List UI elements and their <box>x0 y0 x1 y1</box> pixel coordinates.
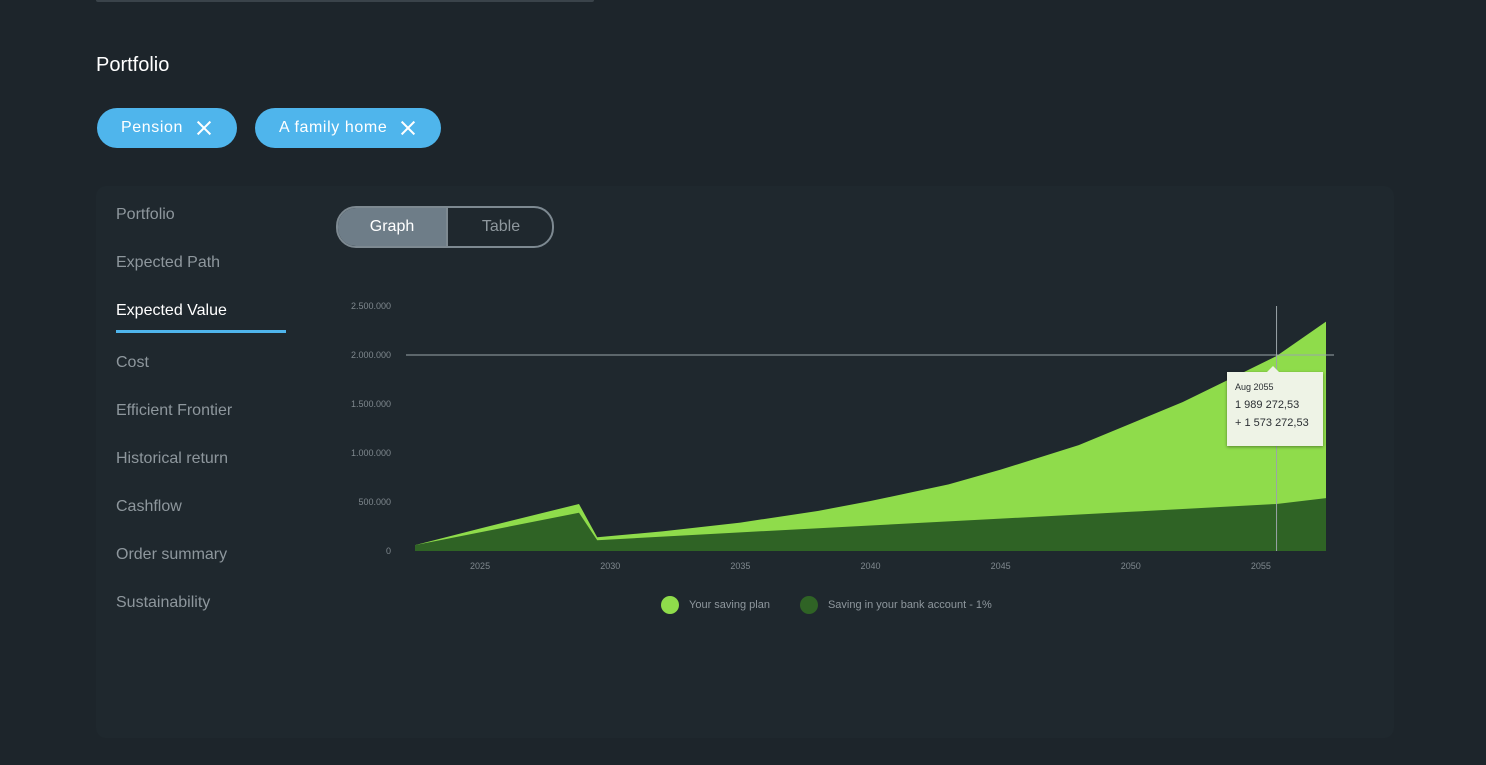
side-nav-item-expected-value[interactable]: Expected Value <box>116 302 316 354</box>
goal-chips: Pension A family home <box>97 108 442 148</box>
side-nav-item-expected-path[interactable]: Expected Path <box>116 254 221 271</box>
section-title: Portfolio <box>96 54 170 76</box>
side-nav-item-sustainability[interactable]: Sustainability <box>116 594 211 611</box>
view-toggle: Graph Table <box>336 206 554 248</box>
side-nav: Portfolio Expected Path Expected Value C… <box>116 206 316 642</box>
expected-value-chart[interactable]: 0 500.000 1.000.000 1.500.000 2.000.000 2.500… <box>96 186 1394 586</box>
side-nav-item-portfolio[interactable]: Portfolio <box>116 206 175 223</box>
x-tick-label: 2040 <box>860 561 880 571</box>
x-tick-label: 2045 <box>991 561 1011 571</box>
y-tick-label: 2.000.000 <box>351 350 391 360</box>
chart-tooltip: Aug 2055 1 989 272,53 + 1 573 272,53 <box>1227 366 1323 446</box>
table-toggle-button[interactable]: Table <box>446 208 552 246</box>
close-icon[interactable] <box>399 119 417 137</box>
legend-dot-icon <box>661 596 679 614</box>
chart-legend: Your saving plan Saving in your bank acc… <box>661 596 1022 614</box>
tooltip-gain: + 1 573 272,53 <box>1235 417 1309 429</box>
y-tick-label: 2.500.000 <box>351 301 391 311</box>
legend-item-bank-account[interactable]: Saving in your bank account - 1% <box>799 596 992 614</box>
legend-label: Your saving plan <box>689 599 770 611</box>
graph-toggle-button[interactable]: Graph <box>338 208 446 246</box>
x-tick-label: 2050 <box>1121 561 1141 571</box>
tooltip-date: Aug 2055 <box>1235 382 1274 392</box>
x-tick-label: 2055 <box>1251 561 1271 571</box>
y-tick-label: 500.000 <box>358 497 391 507</box>
x-tick-label: 2035 <box>730 561 750 571</box>
legend-label: Saving in your bank account - 1% <box>827 599 992 611</box>
chip-label: Pension <box>121 119 184 136</box>
series-area-saving-plan <box>415 321 1326 551</box>
chip-pension[interactable]: Pension <box>97 108 238 148</box>
y-tick-label: 0 <box>386 546 391 556</box>
legend-item-saving-plan[interactable]: Your saving plan <box>661 596 770 614</box>
series-area-bank-account <box>415 498 1326 551</box>
y-tick-label: 1.500.000 <box>351 399 391 409</box>
side-nav-item-historical-return[interactable]: Historical return <box>116 450 229 467</box>
chip-family-home[interactable]: A family home <box>255 108 442 148</box>
side-nav-item-cost[interactable]: Cost <box>116 354 149 371</box>
tooltip-value: 1 989 272,53 <box>1235 399 1300 411</box>
x-axis: 2025 2030 2035 2040 2045 2050 2055 <box>470 561 1271 571</box>
side-nav-item-cashflow[interactable]: Cashflow <box>116 498 182 515</box>
y-tick-label: 1.000.000 <box>351 448 391 458</box>
top-input-edge[interactable] <box>96 0 594 2</box>
legend-dot-icon <box>799 596 818 614</box>
analysis-panel: Portfolio Expected Path Expected Value C… <box>96 186 1394 738</box>
chip-label: A family home <box>279 119 388 136</box>
side-nav-item-order-summary[interactable]: Order summary <box>116 546 228 563</box>
x-tick-label: 2025 <box>470 561 490 571</box>
close-icon[interactable] <box>195 119 213 137</box>
x-tick-label: 2030 <box>600 561 620 571</box>
y-axis: 0 500.000 1.000.000 1.500.000 2.000.000 2.500… <box>351 301 391 556</box>
side-nav-item-efficient-frontier[interactable]: Efficient Frontier <box>116 402 233 419</box>
